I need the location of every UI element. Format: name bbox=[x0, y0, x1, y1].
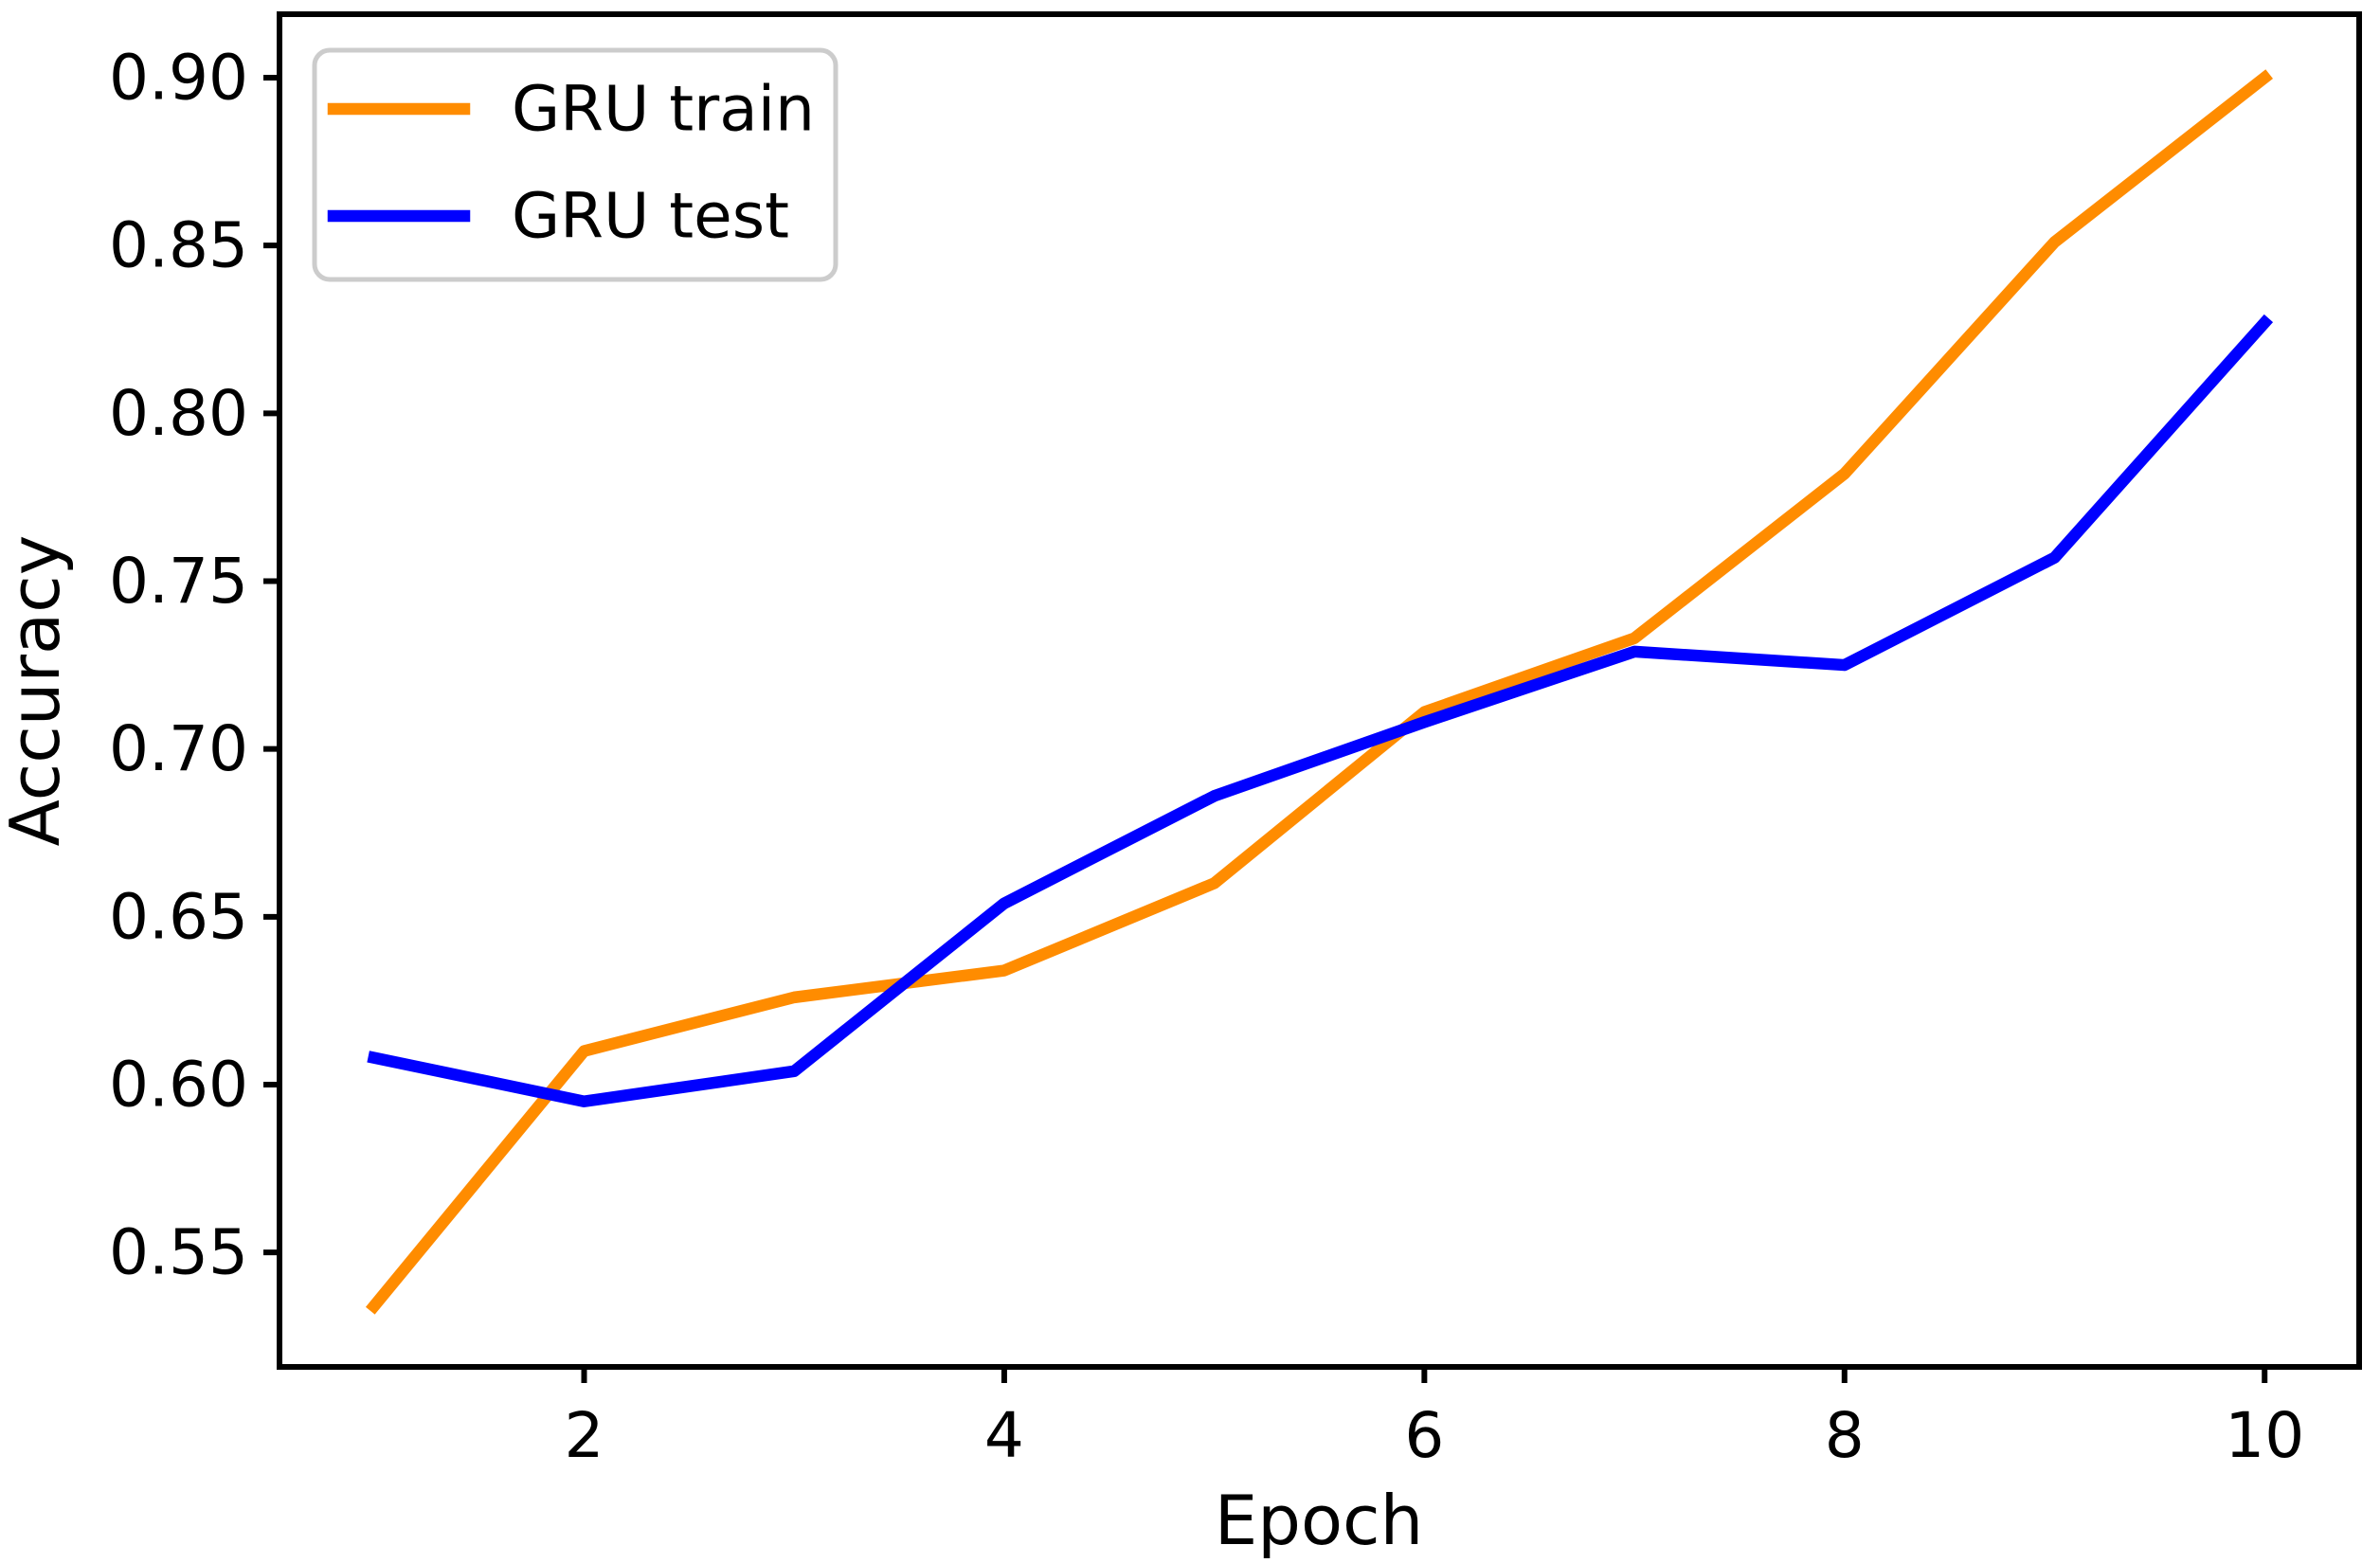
series-lines bbox=[365, 69, 2274, 1315]
x-tick-label-2: 2 bbox=[564, 1399, 604, 1472]
legend-label-gru-train: GRU train bbox=[512, 73, 815, 146]
x-tick-label-4: 4 bbox=[984, 1399, 1024, 1472]
y-tick-label-0.65: 0.65 bbox=[109, 880, 248, 953]
legend: GRU train GRU test bbox=[312, 47, 838, 282]
y-tick-label-0.80: 0.80 bbox=[109, 377, 248, 450]
x-tick-label-8: 8 bbox=[1825, 1399, 1865, 1472]
y-axis-ticks: 0.55 0.60 0.65 0.70 0.75 0.80 0.85 0.90 bbox=[109, 41, 279, 1289]
legend-label-gru-test: GRU test bbox=[512, 180, 789, 253]
x-tick-label-6: 6 bbox=[1404, 1399, 1444, 1472]
plot-frame bbox=[277, 11, 2362, 1370]
y-tick-label-0.90: 0.90 bbox=[109, 41, 248, 114]
gru-test-line bbox=[367, 314, 2274, 1107]
y-tick-label-0.60: 0.60 bbox=[109, 1048, 248, 1121]
y-tick-label-0.85: 0.85 bbox=[109, 209, 248, 282]
y-tick-label-0.75: 0.75 bbox=[109, 545, 248, 618]
y-tick-label-0.70: 0.70 bbox=[109, 712, 248, 785]
gru-train-line bbox=[365, 69, 2274, 1315]
y-axis-label: Accuracy bbox=[0, 535, 75, 847]
x-tick-label-10: 10 bbox=[2225, 1399, 2304, 1472]
x-axis-label: Epoch bbox=[1215, 1481, 1423, 1560]
x-axis-ticks: 2 4 6 8 10 bbox=[564, 1367, 2304, 1472]
y-tick-label-0.55: 0.55 bbox=[109, 1216, 248, 1289]
